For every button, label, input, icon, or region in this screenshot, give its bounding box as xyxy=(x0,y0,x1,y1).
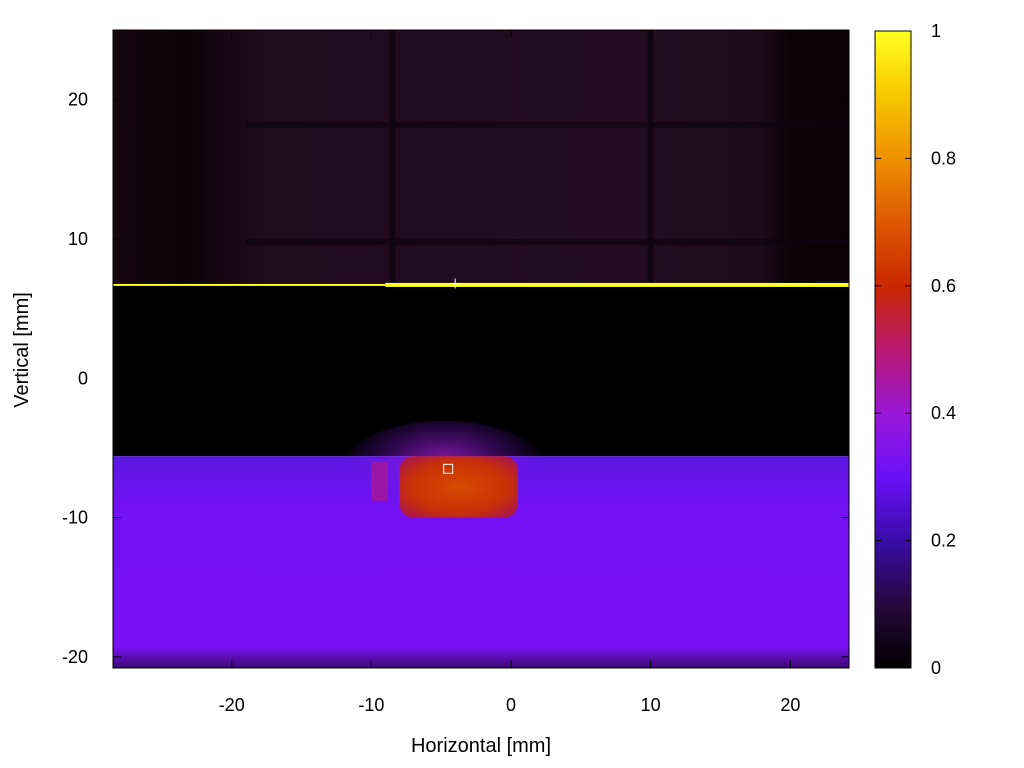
upper-structure-h xyxy=(245,121,849,128)
colorbar-tick-label: 0.6 xyxy=(931,276,956,296)
y-axis-title: Vertical [mm] xyxy=(11,292,33,408)
upper-structure-v xyxy=(389,30,396,285)
y-tick-label: -10 xyxy=(62,508,88,528)
upper-structure-v xyxy=(647,30,654,285)
colorbar-tick-label: 0 xyxy=(931,658,941,678)
colorbar-tick-label: 0.4 xyxy=(931,403,956,423)
x-tick-label: 20 xyxy=(780,695,800,715)
bright-line-right xyxy=(385,282,849,287)
colorbar xyxy=(874,30,912,669)
plot-frame xyxy=(112,29,850,669)
upper-structure-h xyxy=(245,238,849,245)
bright-line-left xyxy=(113,283,386,286)
x-tick-label: 10 xyxy=(641,695,661,715)
y-tick-label: -20 xyxy=(62,647,88,667)
x-tick-label: -20 xyxy=(219,695,245,715)
colorbar-tick-label: 0.8 xyxy=(931,148,956,168)
colorbar-tick-label: 0.2 xyxy=(931,531,956,551)
y-tick-label: 10 xyxy=(68,229,88,249)
y-tick-label: 0 xyxy=(78,368,88,388)
hot-spot xyxy=(399,456,519,518)
colorbar-tick-label: 1 xyxy=(931,21,941,41)
colorbar-ticks: 0 0.2 0.4 0.6 0.8 1 xyxy=(875,21,956,678)
x-tick-label: -10 xyxy=(358,695,384,715)
hot-spot-side xyxy=(371,461,389,501)
x-tick-label: 0 xyxy=(506,695,516,715)
x-axis-title: Horizontal [mm] xyxy=(411,735,551,757)
square-marker xyxy=(443,463,454,474)
axis-ticks: -20 -10 0 10 20 20 10 0 -10 -20 xyxy=(62,30,849,715)
y-tick-label: 20 xyxy=(68,90,88,110)
heatmap-plot xyxy=(113,30,849,668)
region-upper xyxy=(113,30,849,285)
cross-marker xyxy=(450,278,461,289)
